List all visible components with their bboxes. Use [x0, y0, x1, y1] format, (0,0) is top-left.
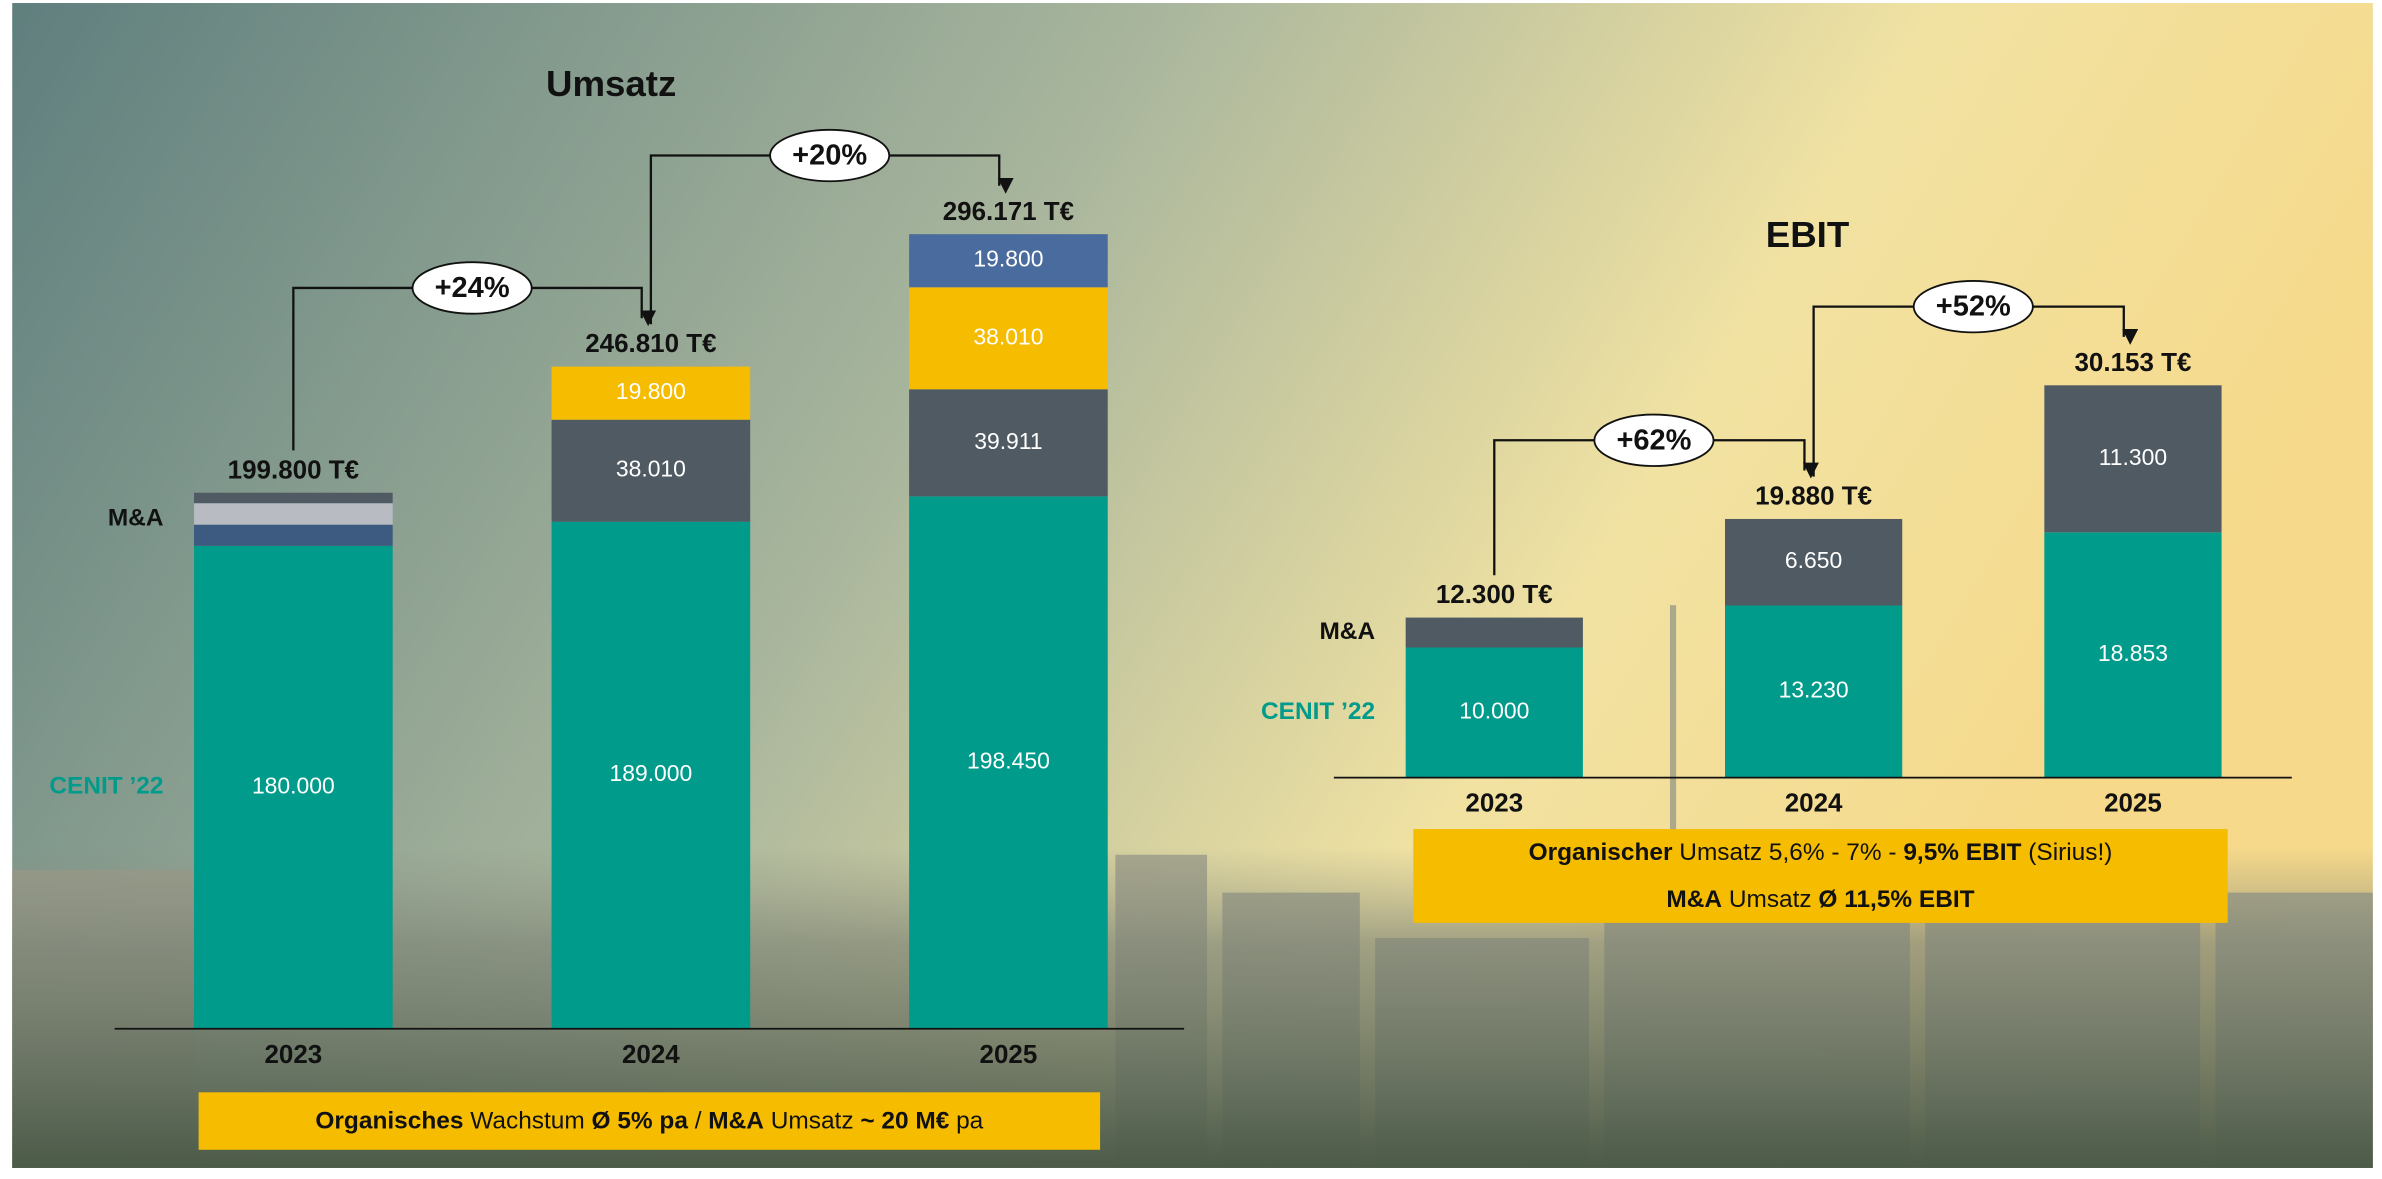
bar-segment: [2044, 385, 2222, 533]
note-segment: M&A: [708, 1108, 764, 1135]
value-label: 189.000: [609, 760, 692, 786]
series-label: CENIT ’22: [1261, 698, 1375, 725]
note-segment: Ø 5% pa: [592, 1108, 689, 1135]
charts: Umsatz 180.000 CENIT ’22 M&A 199.800 T€ 2023 1…: [49, 63, 2292, 1150]
note-box: [198, 1092, 1101, 1150]
bar-segment: [194, 492, 393, 504]
note-text: Organischer Umsatz 5,6% - 7% - 9,5% EBIT…: [1529, 840, 2113, 867]
note-segment: (Sirius!): [2021, 840, 2112, 867]
total-label: 199.800 T€: [228, 456, 359, 484]
bar-segment: [194, 524, 393, 546]
bar-segment: [194, 545, 393, 1029]
note-segment: M&A: [1666, 886, 1722, 913]
note-segment: ~ 20 M€: [860, 1108, 949, 1135]
note-segment: Wachstum: [463, 1108, 591, 1135]
value-label: 6.650: [1785, 547, 1842, 573]
note-segment: Umsatz 5,6% - 7% -: [1673, 840, 1904, 867]
growth-bubble: [769, 128, 891, 183]
bar-segment: [1405, 647, 1583, 778]
growth-bubble: [1593, 413, 1715, 467]
note-text: M&A Umsatz Ø 11,5% EBIT: [1666, 886, 1974, 913]
note-segment: Umsatz: [1722, 886, 1818, 913]
ma-label: M&A: [108, 505, 164, 532]
note-text: Organisches Wachstum Ø 5% pa / M&A Umsat…: [315, 1108, 983, 1135]
bar-segment: [909, 287, 1108, 390]
bar-segment: [909, 496, 1108, 1029]
value-label: 11.300: [2099, 444, 2167, 470]
x-tick-label: 2023: [264, 1041, 322, 1069]
x-tick-label: 2024: [622, 1041, 680, 1069]
growth-label: +62%: [1616, 425, 1691, 457]
bar-segment: [1725, 518, 1903, 606]
note-segment: Ø 11,5% EBIT: [1818, 886, 1974, 913]
total-label: 246.810 T€: [585, 330, 716, 358]
value-label: 19.800: [616, 378, 686, 404]
growth-label: +24%: [435, 272, 510, 304]
growth-bubble: [1912, 280, 2034, 334]
note-segment: pa: [949, 1108, 983, 1135]
bar-segment: [194, 503, 393, 525]
value-label: 18.853: [2098, 640, 2168, 666]
bar-segment: [1405, 617, 1583, 648]
bar-segment: [551, 419, 751, 522]
note-box: [1413, 829, 2228, 923]
growth-label: +52%: [1936, 291, 2011, 323]
value-label: 180.000: [252, 772, 335, 798]
value-label: 198.450: [967, 748, 1050, 774]
value-label: 19.800: [973, 246, 1043, 272]
chart-title: Umsatz: [546, 63, 676, 104]
bar-segment: [909, 234, 1108, 288]
bar-segment: [909, 389, 1108, 497]
value-label: 10.000: [1459, 698, 1529, 724]
x-tick-label: 2025: [2104, 790, 2162, 818]
series-label: CENIT ’22: [49, 773, 163, 800]
note-segment: /: [688, 1108, 708, 1135]
value-label: 38.010: [616, 456, 686, 482]
bar-segment: [2044, 532, 2222, 778]
bar-segment: [551, 521, 751, 1029]
note-segment: Organisches: [315, 1108, 463, 1135]
note-segment: Umsatz: [764, 1108, 860, 1135]
total-label: 12.300 T€: [1436, 581, 1553, 609]
x-tick-label: 2024: [1785, 790, 1843, 818]
note-segment: 9,5% EBIT: [1903, 840, 2021, 867]
bar-segment: [551, 366, 751, 420]
total-label: 296.171 T€: [943, 198, 1074, 226]
x-tick-label: 2025: [980, 1041, 1038, 1069]
value-label: 38.010: [973, 323, 1043, 349]
value-label: 13.230: [1779, 677, 1849, 703]
x-tick-label: 2023: [1465, 790, 1523, 818]
bar-segment: [1725, 605, 1903, 778]
ma-label: M&A: [1319, 618, 1375, 645]
value-label: 39.911: [974, 428, 1042, 454]
growth-bubble: [411, 261, 533, 315]
total-label: 30.153 T€: [2075, 349, 2192, 377]
growth-label: +20%: [792, 140, 867, 172]
note-segment: Organischer: [1529, 840, 1673, 867]
chart-title: EBIT: [1766, 214, 1849, 255]
total-label: 19.880 T€: [1755, 483, 1872, 511]
